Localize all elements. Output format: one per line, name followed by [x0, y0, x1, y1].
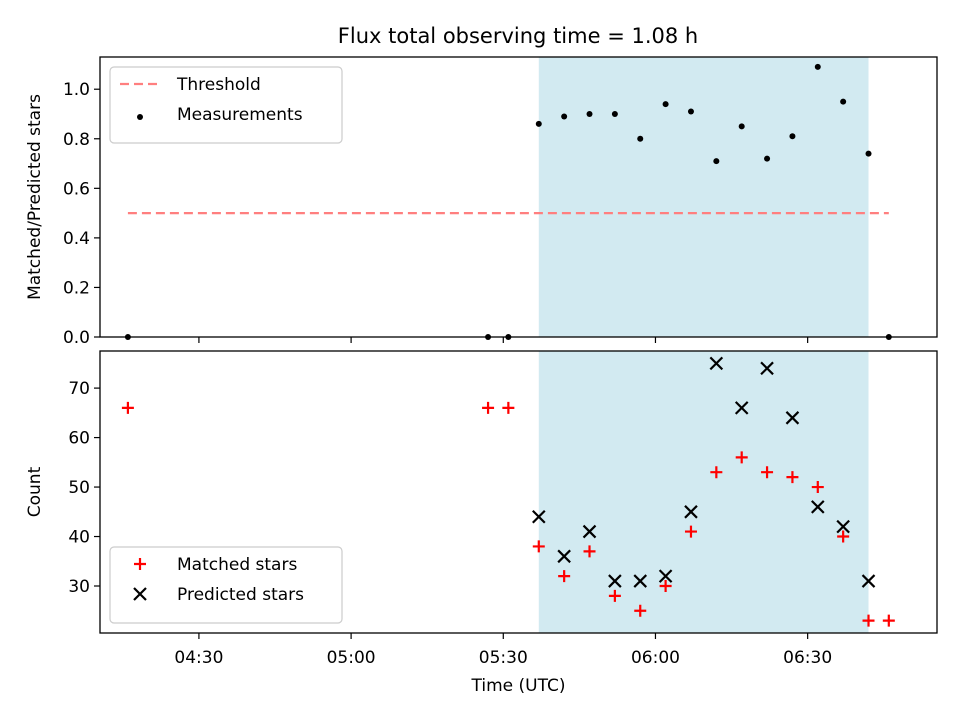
legend-label: Matched stars: [177, 555, 297, 575]
data-point: [586, 110, 593, 117]
data-point: [709, 356, 724, 371]
data-point: [502, 401, 515, 414]
data-point: [662, 101, 669, 108]
data-point: [684, 505, 698, 519]
data-point: [738, 123, 745, 130]
data-point: [713, 158, 720, 165]
plot-frame: [99, 350, 938, 634]
panel-0: 0.0 0.2 0.4 0.6 0.8 1.0 Matched/Predicted star…: [25, 56, 938, 348]
y-tick-label: 40: [68, 528, 90, 548]
data-point: [557, 549, 571, 564]
y-tick-label: 0.0: [63, 328, 90, 348]
data-point: [789, 133, 796, 140]
data-point: [535, 120, 542, 127]
y-tick-label: 0.2: [63, 278, 90, 298]
data-point: [814, 63, 821, 70]
x-tick-label: 05:00: [327, 648, 376, 668]
data-point: [633, 574, 648, 588]
data-point: [121, 401, 134, 414]
data-point: [532, 509, 546, 524]
data-point: [582, 524, 597, 539]
x-tick-label: 06:30: [783, 648, 832, 668]
legend-label: Measurements: [177, 105, 303, 125]
y-tick-label: 1.0: [63, 80, 90, 100]
legend-x-swatch: [133, 587, 147, 601]
data-point: [760, 361, 774, 376]
y-axis-label: Matched/Predicted stars: [25, 94, 45, 300]
y-tick-label: 70: [68, 379, 90, 399]
shaded-region: [538, 57, 869, 337]
data-point: [837, 530, 850, 543]
data-point: [583, 545, 596, 558]
y-tick-label: 50: [68, 478, 90, 498]
data-point: [532, 540, 545, 553]
legend-box: [109, 66, 343, 144]
data-point: [687, 108, 694, 115]
data-point: [734, 401, 749, 415]
shaded-region: [538, 351, 869, 633]
legend-label: Predicted stars: [177, 585, 304, 605]
data-point: [786, 471, 799, 484]
chart-title: Flux total observing time = 1.08 h: [338, 24, 698, 48]
data-point: [659, 580, 672, 592]
data-point: [836, 519, 850, 534]
data-point: [764, 155, 771, 162]
y-axis-label: Count: [25, 466, 45, 517]
data-point: [862, 614, 875, 627]
legend-label: Threshold: [176, 75, 261, 95]
data-point: [865, 150, 872, 157]
y-tick-label: 0.6: [63, 179, 90, 199]
panel-1: 30 40 50 60 70 04:30 05:00 05:30 06:00 06:30 Count…: [25, 350, 938, 696]
y-tick-label: 60: [68, 429, 90, 449]
data-point: [482, 401, 495, 414]
data-point: [861, 574, 876, 588]
data-point: [558, 570, 571, 583]
legend-plus-swatch: [134, 558, 146, 570]
data-point: [710, 466, 723, 479]
data-point: [561, 113, 568, 120]
data-point: [634, 604, 647, 617]
y-tick-label: 0.8: [63, 130, 90, 150]
x-axis-label: Time (UTC): [471, 676, 566, 696]
data-point: [684, 525, 697, 538]
y-tick-label: 0.4: [63, 229, 90, 249]
data-point: [608, 589, 621, 602]
legend: Matched stars Predicted stars: [109, 546, 343, 624]
legend-box: [109, 546, 343, 624]
x-tick-label: 04:30: [174, 648, 223, 668]
data-point: [811, 481, 824, 494]
data-point: [658, 569, 673, 583]
legend-dot-swatch: [137, 114, 143, 120]
data-point: [611, 110, 618, 117]
data-point: [761, 466, 774, 479]
data-point: [608, 574, 622, 588]
data-point: [785, 411, 800, 425]
data-point: [735, 451, 748, 464]
data-point: [637, 135, 644, 142]
data-point: [811, 500, 825, 514]
x-tick-label: 05:30: [479, 648, 528, 668]
legend: Threshold Measurements: [109, 66, 343, 144]
y-tick-label: 30: [68, 577, 90, 597]
x-tick-label: 06:00: [631, 648, 680, 668]
data-point: [840, 98, 847, 105]
data-point: [882, 614, 895, 627]
plot-frame: [99, 56, 938, 338]
